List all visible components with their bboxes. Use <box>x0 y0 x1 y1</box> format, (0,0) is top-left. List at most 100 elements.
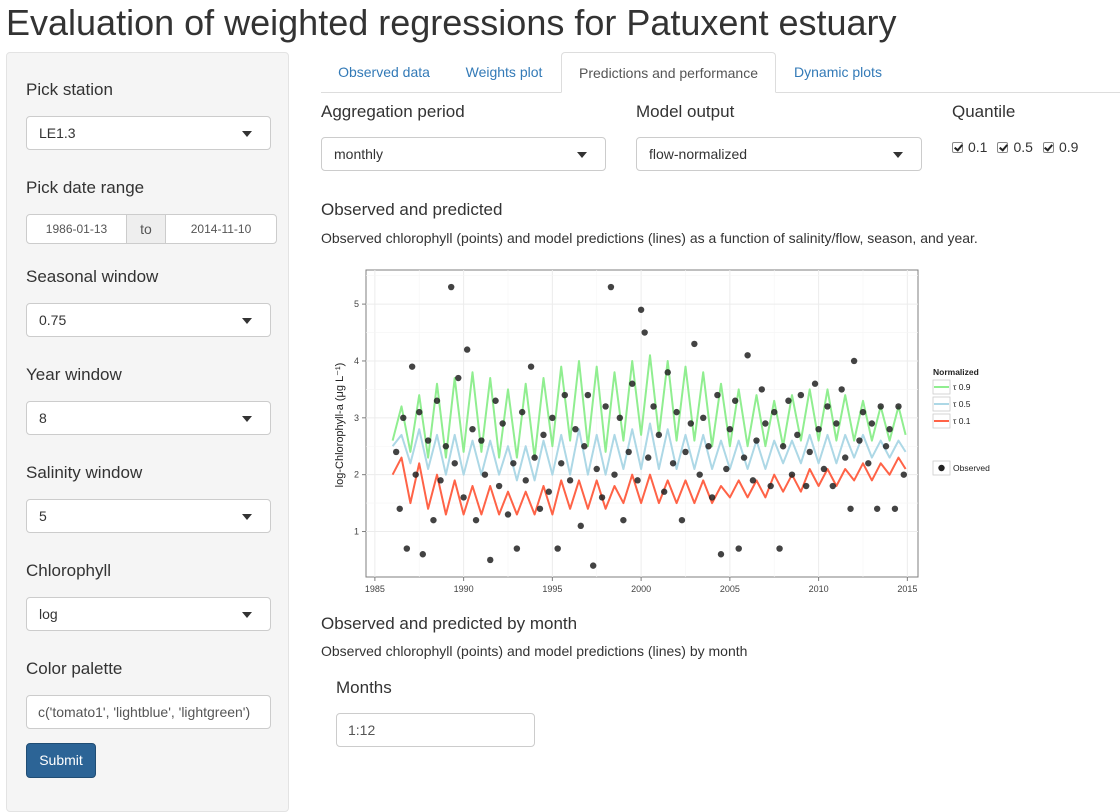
chart-observed-point <box>785 397 792 404</box>
chart-observed-point <box>882 443 890 450</box>
chart-y-tick-label: 1 <box>354 527 359 537</box>
chart-observed-point <box>820 465 828 473</box>
start-date-input[interactable]: 1986-01-13 <box>26 214 127 244</box>
checkbox-checked-icon[interactable] <box>952 141 963 153</box>
chart-observed-point <box>442 443 450 450</box>
chart-observed-point <box>607 283 615 291</box>
chlorophyll-select[interactable]: log <box>26 597 271 631</box>
chart-observed-point <box>455 374 462 382</box>
color-palette-input[interactable]: c('tomato1', 'lightblue', 'lightgreen') <box>26 695 271 729</box>
quantile-checkbox-0-1[interactable]: 0.1 <box>952 139 987 155</box>
months-label: Months <box>336 678 392 697</box>
station-select[interactable]: LE1.3 <box>26 116 271 150</box>
chart-observed-point <box>561 391 568 399</box>
aggregation-select[interactable]: monthly <box>321 137 606 171</box>
chart-observed-point <box>629 380 636 387</box>
chart-observed-point <box>794 431 801 439</box>
chart-observed-point <box>598 494 606 501</box>
chart-observed-point <box>838 386 845 393</box>
station-label: Pick station <box>26 80 113 99</box>
seasonal-window-label: Seasonal window <box>26 267 159 286</box>
date-range-input: 1986-01-13 to 2014-11-10 <box>26 214 279 244</box>
salinity-window-select[interactable]: 5 <box>26 499 271 533</box>
chart-observed-point <box>859 408 867 416</box>
chart-observed-point <box>447 283 455 291</box>
caret-down-icon <box>242 131 252 137</box>
chart-observed-point <box>673 408 680 416</box>
section-description: Observed chlorophyll (points) and model … <box>321 230 978 246</box>
chart-observed-point <box>584 391 592 399</box>
chart-observed-point <box>771 408 778 416</box>
chart-observed-point <box>620 516 627 524</box>
chart-observed-point <box>645 454 652 461</box>
chart-observed-point <box>433 397 441 404</box>
quantile-checkbox-0-5[interactable]: 0.5 <box>997 139 1033 155</box>
chart-observed-point <box>419 551 426 558</box>
chart-observed-point <box>806 448 813 456</box>
chart-observed-point <box>625 448 632 456</box>
caret-down-icon <box>242 612 252 618</box>
chart-observed-point <box>430 516 437 524</box>
year-window-select[interactable]: 8 <box>26 401 271 435</box>
chart-observed-point <box>527 363 535 370</box>
chart-observed-point <box>437 477 444 484</box>
seasonal-window-select[interactable]: 0.75 <box>26 303 271 337</box>
chart-y-tick-label: 4 <box>354 356 359 366</box>
page-title: Evaluation of weighted regressions for P… <box>6 2 897 43</box>
chart-observed-point <box>522 477 529 484</box>
end-date-input[interactable]: 2014-11-10 <box>165 214 277 244</box>
model-output-select[interactable]: flow-normalized <box>636 137 922 171</box>
submit-button[interactable]: Submit <box>26 743 96 778</box>
chart-series-line <box>391 422 907 482</box>
chart-observed-point <box>788 471 796 478</box>
chart-observed-point <box>797 391 805 399</box>
chart-x-tick-label: 2005 <box>720 584 740 594</box>
chart-observed-point <box>865 460 872 467</box>
chlorophyll-value: log <box>39 606 58 622</box>
chart-observed-point <box>842 454 849 461</box>
checkbox-checked-icon[interactable] <box>997 141 1009 153</box>
chart-observed-point <box>891 505 899 512</box>
chart-observed-point <box>735 545 742 552</box>
months-input[interactable]: 1:12 <box>336 713 535 747</box>
date-range-separator: to <box>127 214 165 244</box>
seasonal-window-value: 0.75 <box>39 312 67 328</box>
chart-x-tick-label: 2000 <box>631 584 651 594</box>
tab-weights-plot[interactable]: Weights plot <box>465 64 543 80</box>
tab-bar: Observed data Weights plot Predictions a… <box>321 52 1120 93</box>
quantile-checkbox-0-9[interactable]: 0.9 <box>1042 139 1078 155</box>
checkbox-checked-icon[interactable] <box>1042 141 1054 153</box>
chart-observed-point <box>762 420 769 427</box>
chart-observed-point <box>593 465 600 473</box>
tab-dynamic-plots[interactable]: Dynamic plots <box>794 64 882 80</box>
chart-legend-label: τ 0.1 <box>953 416 971 426</box>
chart-observed-points <box>392 283 908 569</box>
chart-svg: 1985 1990 1995 2000 2005 2010 2015 1 2 3 4 5 log-Ch… <box>334 269 990 594</box>
chart-x-tick-label: 2010 <box>809 584 829 594</box>
chart-observed-point <box>602 403 609 410</box>
sidebar-panel: Pick station LE1.3 Pick date range 1986-… <box>6 52 289 812</box>
salinity-window-label: Salinity window <box>26 463 143 482</box>
chart-observed-point <box>655 431 663 439</box>
tab-predictions-performance[interactable]: Predictions and performance <box>561 52 776 93</box>
chart-observed-point <box>510 460 517 467</box>
chart-observed-point <box>700 414 707 422</box>
chart-observed-point <box>499 420 506 427</box>
chart-observed-point <box>469 425 476 433</box>
chart-observed-point <box>400 414 407 422</box>
chart-observed-point <box>877 403 884 410</box>
chart-observed-point <box>531 454 538 461</box>
aggregation-value: monthly <box>334 146 384 162</box>
chart-observed-point <box>558 460 565 467</box>
tab-observed-data[interactable]: Observed data <box>338 64 430 80</box>
chart-observed-point <box>504 511 512 518</box>
chart-observed-point <box>478 437 485 444</box>
chart-observed-point <box>554 545 561 552</box>
chart-legend-swatch <box>938 464 945 472</box>
chart-observed-point <box>708 494 716 501</box>
chart-observed-point <box>726 425 734 433</box>
chart-observed-point <box>481 471 489 478</box>
chart-observed-point <box>549 414 556 422</box>
caret-down-icon <box>242 318 252 324</box>
chart-grid <box>365 269 919 578</box>
